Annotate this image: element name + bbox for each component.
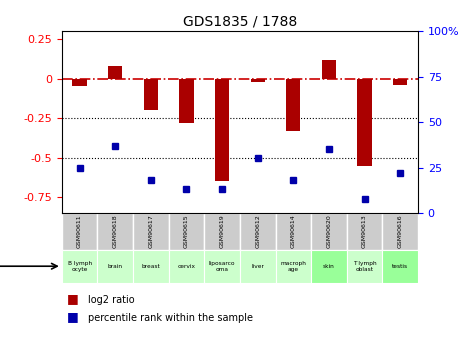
Bar [322,60,336,79]
FancyBboxPatch shape [169,249,204,283]
FancyBboxPatch shape [240,213,276,249]
FancyBboxPatch shape [347,213,382,249]
Bar [393,79,407,85]
Text: liver: liver [251,264,264,269]
Text: percentile rank within the sample: percentile rank within the sample [88,313,253,323]
Text: T lymph
oblast: T lymph oblast [353,261,376,272]
Text: GSM90612: GSM90612 [255,215,260,248]
Bar [251,79,265,82]
FancyBboxPatch shape [62,249,97,283]
Bar [180,79,194,123]
FancyBboxPatch shape [311,213,347,249]
Text: GSM90614: GSM90614 [291,215,296,248]
FancyBboxPatch shape [97,213,133,249]
Text: GSM90611: GSM90611 [77,215,82,248]
FancyBboxPatch shape [347,249,382,283]
FancyBboxPatch shape [133,249,169,283]
Text: GSM90617: GSM90617 [148,215,153,248]
Text: GSM90613: GSM90613 [362,215,367,248]
Text: GSM90619: GSM90619 [219,215,225,248]
Text: macroph
age: macroph age [280,261,306,272]
FancyBboxPatch shape [382,249,418,283]
Bar [108,66,123,79]
Text: log2 ratio: log2 ratio [88,295,134,305]
Text: cervix: cervix [178,264,195,269]
FancyBboxPatch shape [276,249,311,283]
FancyBboxPatch shape [240,249,276,283]
Bar [143,79,158,110]
Bar [215,79,229,181]
FancyBboxPatch shape [382,213,418,249]
Text: GSM90615: GSM90615 [184,215,189,248]
Text: GSM90618: GSM90618 [113,215,118,248]
FancyBboxPatch shape [276,213,311,249]
Bar [286,79,300,131]
FancyBboxPatch shape [62,213,97,249]
Text: B lymph
ocyte: B lymph ocyte [67,261,92,272]
Bar [72,79,86,87]
FancyBboxPatch shape [97,249,133,283]
Bar [357,79,371,166]
FancyBboxPatch shape [204,213,240,249]
Text: brain: brain [108,264,123,269]
Text: ■: ■ [66,309,78,323]
Text: GSM90616: GSM90616 [398,215,403,248]
FancyBboxPatch shape [133,213,169,249]
Text: skin: skin [323,264,335,269]
Text: GSM90620: GSM90620 [326,215,332,248]
Text: testis: testis [392,264,408,269]
Text: breast: breast [142,264,160,269]
FancyBboxPatch shape [204,249,240,283]
Text: ■: ■ [66,292,78,305]
Title: GDS1835 / 1788: GDS1835 / 1788 [183,14,297,29]
Text: liposarco
oma: liposarco oma [209,261,235,272]
FancyBboxPatch shape [311,249,347,283]
FancyBboxPatch shape [169,213,204,249]
